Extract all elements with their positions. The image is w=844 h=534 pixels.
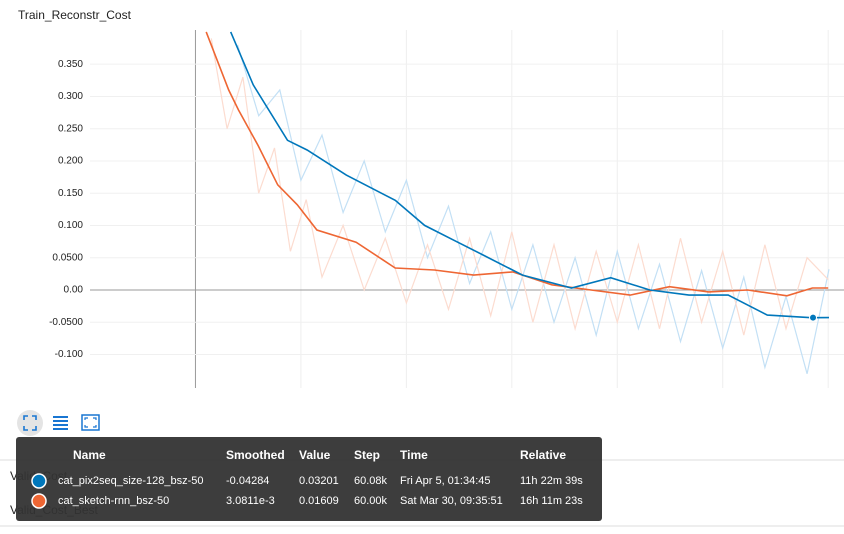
expand-icon-inner[interactable] (84, 417, 97, 428)
tooltip-bg (16, 437, 602, 521)
series-swatch (31, 493, 47, 509)
tooltip-cell: 3.0811e-3 (226, 495, 275, 507)
fit-icon[interactable] (23, 415, 37, 431)
expand-icon[interactable] (81, 414, 100, 431)
hover-point (809, 313, 818, 322)
y-tick-label: 0.0500 (52, 252, 83, 263)
y-tick-label: 0.100 (58, 220, 83, 231)
y-tick-label: -0.100 (55, 349, 84, 360)
tooltip-cell: Fri Apr 5, 01:34:45 (400, 475, 491, 487)
smoothed-line (229, 31, 830, 319)
y-tick-label: 0.150 (58, 188, 83, 199)
tooltip-header: Step (354, 448, 380, 462)
tooltip-header: Relative (520, 448, 566, 462)
tooltip-header: Time (400, 448, 428, 462)
log-icon[interactable] (53, 416, 68, 430)
smoothed-line (205, 31, 829, 297)
tooltip: Name Smoothed Value Step Time Relative cat_pix… (16, 437, 602, 521)
tooltip-cell: cat_pix2seq_size-128_bsz-50 (58, 475, 204, 487)
tooltip-cell: 16h 11m 23s (520, 495, 583, 507)
tooltip-cell: 60.00k (354, 495, 388, 507)
y-tick-label: 0.250 (58, 123, 83, 134)
fit-button-bg[interactable] (17, 410, 43, 436)
tooltip-header: Smoothed (226, 448, 285, 462)
y-tick-label: -0.0500 (49, 317, 83, 328)
tooltip-header: Name (73, 448, 106, 462)
chart-title: Train_Reconstr_Cost (18, 8, 132, 22)
y-tick-label: 0.350 (58, 59, 83, 70)
tooltip-header: Value (299, 448, 331, 462)
tooltip-cell: 0.03201 (299, 475, 339, 487)
chart: 0.350 0.300 0.250 0.200 0.150 0.100 0.0500 0.00… (49, 30, 844, 388)
raw-line (210, 38, 829, 336)
y-tick-label: 0.300 (58, 91, 83, 102)
tooltip-cell: Sat Mar 30, 09:35:51 (400, 495, 503, 507)
tooltip-cell: 60.08k (354, 475, 388, 487)
raw-line (237, 44, 830, 374)
toolbar (17, 410, 100, 436)
tooltip-cell: -0.04284 (226, 475, 269, 487)
series-swatch (31, 473, 47, 489)
tooltip-cell: 11h 22m 39s (520, 475, 583, 487)
tooltip-cell: 0.01609 (299, 495, 339, 507)
y-tick-label: 0.200 (58, 156, 83, 167)
y-tick-label: 0.00 (64, 285, 84, 296)
tooltip-cell: cat_sketch-rnn_bsz-50 (58, 495, 169, 507)
